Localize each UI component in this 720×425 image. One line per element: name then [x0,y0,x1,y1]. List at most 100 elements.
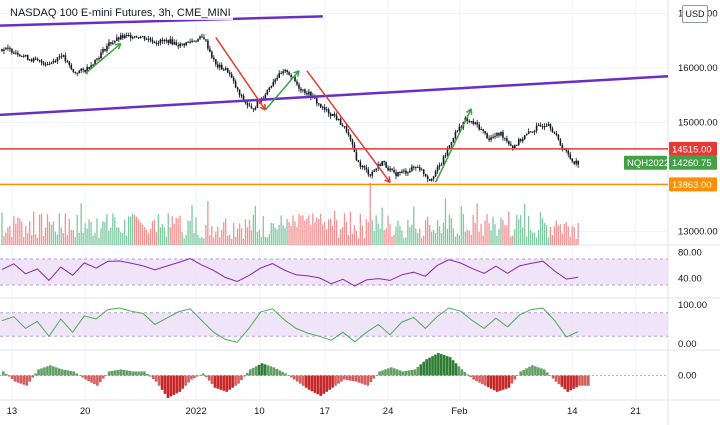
volume-bar [60,227,62,245]
macd-histogram-bar [351,375,355,382]
volume-bar [286,218,288,245]
candle-body [252,108,255,110]
candle-body [557,134,560,140]
volume-bar [440,233,443,245]
macd-histogram-bar [390,367,393,376]
candle-body [120,35,122,40]
volume-bar [42,235,45,245]
volume-bar [343,213,346,245]
volume-bar [369,183,371,245]
pattern-green-arrow [264,70,300,111]
macd-histogram-bar [10,375,14,380]
candle-body [213,57,215,60]
macd-histogram-bar [419,364,423,376]
volume-bar [15,223,17,245]
candle-body [331,114,334,116]
candle-body [230,74,233,78]
candle-body [329,113,332,116]
candle-body [371,171,374,176]
volume-bar [157,214,160,245]
macd-histogram-bar [243,375,246,377]
macd-histogram-bar [213,375,217,388]
macd-histogram-bar [287,375,290,376]
candle-body [127,34,130,36]
volume-bar [502,219,504,245]
macd-histogram-bar [219,375,223,390]
candle-body [347,132,350,136]
macd-histogram-bar [225,375,229,392]
candle-body [407,172,409,174]
candle-body [436,166,439,172]
volume-bar [403,238,405,245]
volume-bar [270,222,272,245]
candle-body [458,126,461,131]
macd-histogram-bar [110,370,114,376]
volume-bar [80,203,82,245]
candle-body [494,135,496,137]
candle-body [106,45,108,51]
candle-body [551,128,554,133]
candle-body [167,39,170,44]
volume-bar [52,221,55,245]
candle-body [187,41,189,43]
volume-bar [19,218,21,245]
volume-bar [395,226,397,245]
macd-histogram-bar [99,375,102,383]
macd-histogram-bar [469,375,473,378]
time-tick-label: Feb [451,406,467,417]
candle-body [375,168,378,171]
macd-histogram-bar [46,366,49,376]
volume-bar [88,219,90,245]
macd-histogram-bar [384,369,387,376]
volume-bar [387,215,389,245]
macd-histogram-bar [322,375,326,394]
candle-body [24,54,27,57]
candle-body [207,40,209,49]
currency-button[interactable]: USD [682,5,708,23]
volume-bar [298,213,300,245]
candle-body [19,54,21,57]
macd-histogram-bar [163,375,167,394]
volume-bar [516,215,518,245]
candle-body [335,115,338,120]
macd-histogram-bar [43,367,46,376]
volume-bar [292,215,294,245]
candle-body [165,39,168,41]
volume-bar [512,235,514,245]
volume-bar [96,218,98,245]
volume-bar [229,234,231,245]
volume-bar [428,224,431,245]
volume-bar [363,238,365,245]
volume-bar [569,236,571,245]
candle-body [96,58,98,60]
volume-bar [329,218,332,245]
macd-histogram-bar [28,375,32,382]
macd-histogram-bar [201,373,205,376]
candle-body [205,39,207,41]
candle-body [442,156,445,165]
rsi-band [0,259,668,285]
candle-body [452,137,455,143]
volume-bar [381,207,383,245]
macd-histogram-bar [487,375,490,388]
volume-bar [290,226,292,245]
candle-body [161,39,164,42]
volume-bar [276,229,278,245]
candle-body [325,109,328,111]
volume-bar [498,228,500,245]
candle-body [446,148,449,156]
macd-histogram-bar [434,354,437,376]
volume-bar [425,220,427,245]
stochastic-line [1,307,579,343]
volume-bar [553,226,556,245]
macd-histogram-bar [545,372,549,376]
volume-bar [478,231,480,245]
candle-body [401,171,403,173]
volume-bar [112,213,114,245]
candle-body [84,69,86,73]
volume-bar [181,232,183,245]
volume-bar [324,222,326,245]
volume-bar [349,211,352,245]
macd-histogram-bar [519,371,523,376]
